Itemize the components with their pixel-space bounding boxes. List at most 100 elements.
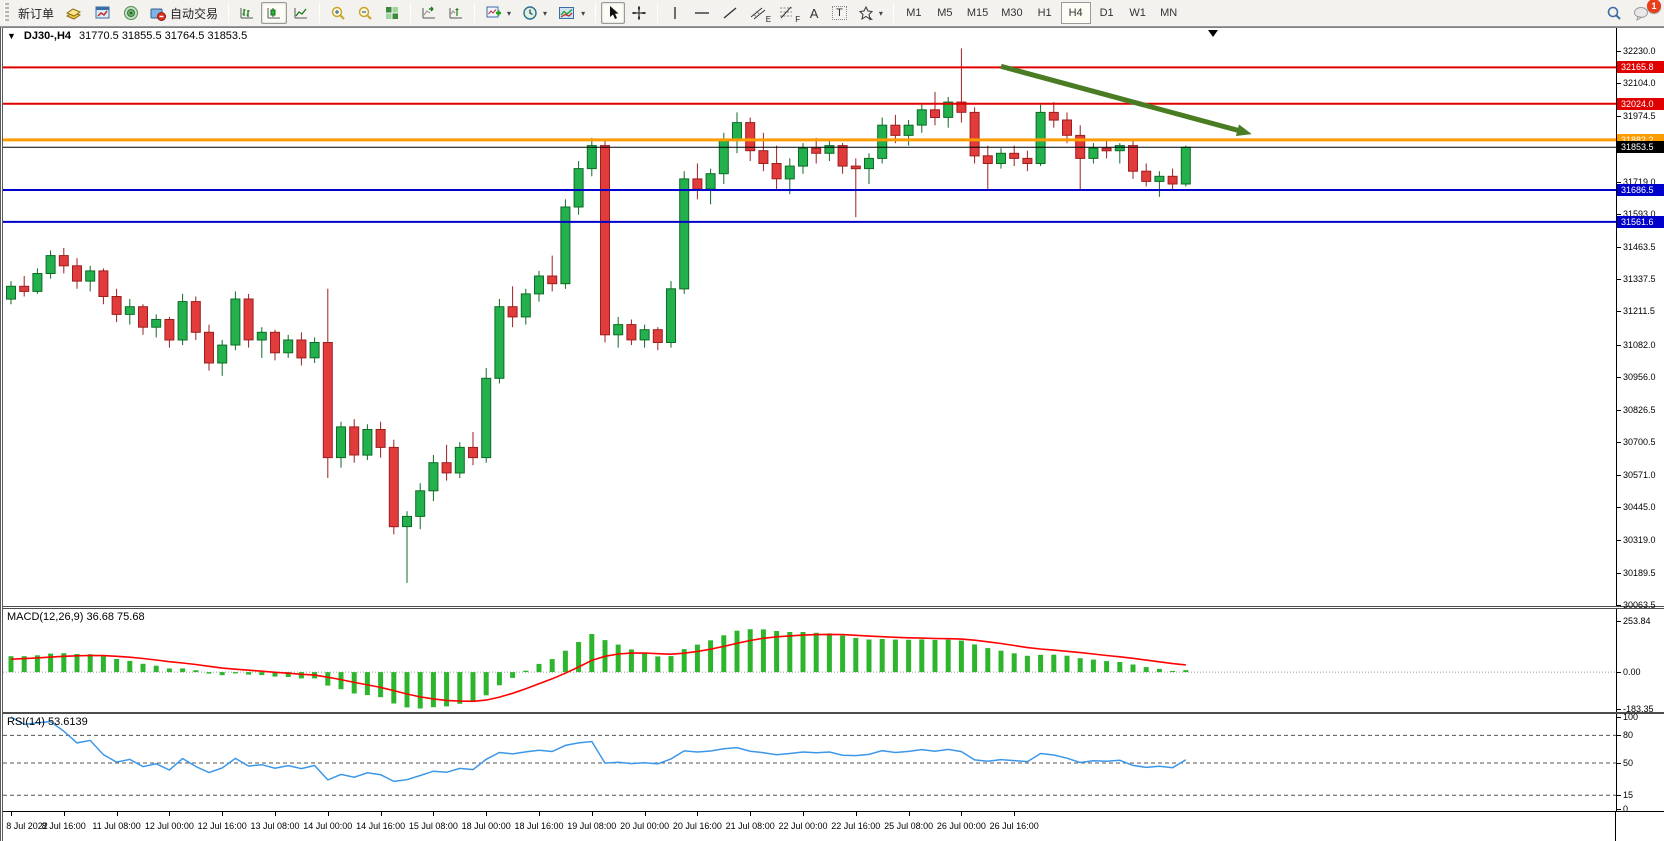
- pane-splitter[interactable]: [3, 711, 1664, 714]
- main-pane: ▼ DJ30-,H4 31770.5 31855.5 31764.5 31853…: [3, 28, 1616, 606]
- trendline-tool-button[interactable]: [717, 2, 743, 24]
- text-tool-button[interactable]: A: [802, 2, 826, 24]
- templates-button[interactable]: ▾: [553, 2, 590, 24]
- zoom-out-button[interactable]: [352, 2, 378, 24]
- toolbar-separator: [595, 3, 597, 23]
- macd-tick-label: -183.35: [1617, 703, 1654, 714]
- new-order-label: 新订单: [18, 6, 55, 21]
- time-tick: [539, 812, 540, 816]
- periods-dropdown-arrow[interactable]: ▾: [543, 8, 548, 18]
- time-tick: [63, 812, 65, 816]
- time-tick-label: 15 Jul 08:00: [408, 821, 458, 831]
- candlestick-mode-button[interactable]: [261, 2, 288, 24]
- candle: [890, 124, 901, 136]
- tab-m5[interactable]: M5: [937, 7, 953, 19]
- candle: [428, 462, 439, 492]
- horizontal-line-tool-button[interactable]: [688, 2, 716, 24]
- candle: [507, 306, 518, 318]
- tab-m15[interactable]: M15: [966, 7, 989, 19]
- candle: [296, 339, 307, 359]
- time-tick-label: 12 Jul 00:00: [144, 821, 194, 831]
- label-tool-button[interactable]: T: [827, 2, 852, 24]
- candle: [943, 101, 954, 118]
- tile-windows-button[interactable]: [379, 2, 405, 24]
- rsi-axis[interactable]: 100 80 50 15 0: [1616, 712, 1664, 814]
- channel-glyph: E: [765, 15, 772, 24]
- templates-dropdown-arrow[interactable]: ▾: [581, 8, 586, 18]
- toolbar-separator: [319, 3, 321, 23]
- line-chart-mode-button[interactable]: [288, 2, 314, 24]
- candle: [230, 298, 241, 346]
- macd-axis[interactable]: 253.84 0.00 -183.35: [1616, 608, 1664, 714]
- notifications-button[interactable]: 1: [1628, 0, 1661, 24]
- zoom-in-button[interactable]: [325, 2, 351, 24]
- candle: [1009, 152, 1020, 159]
- indicators-dropdown-arrow[interactable]: ▾: [507, 8, 512, 18]
- search-button[interactable]: [1601, 2, 1627, 24]
- price-tick-label: 30700.5: [1617, 437, 1656, 448]
- candle: [322, 342, 333, 459]
- tab-mn[interactable]: MN: [1160, 7, 1178, 19]
- candle: [441, 462, 452, 474]
- tab-h4[interactable]: H4: [1060, 2, 1091, 24]
- channel-tool-button[interactable]: E: [744, 2, 772, 24]
- chart-profiles-button[interactable]: [60, 2, 88, 24]
- candle: [270, 331, 280, 354]
- chart-shift-button[interactable]: [443, 2, 469, 24]
- navigator-button[interactable]: [118, 2, 144, 24]
- macd-signal-line: [10, 633, 1186, 702]
- time-tick-label: 26 Jul 00:00: [936, 821, 986, 831]
- price-tick-label: 30956.0: [1617, 371, 1656, 382]
- auto-trading-button[interactable]: 自动交易: [145, 2, 223, 24]
- tab-m30[interactable]: M30: [1001, 7, 1023, 19]
- candle: [534, 275, 544, 295]
- tab-h1[interactable]: H1: [1037, 7, 1052, 19]
- price-axis[interactable]: 32230.0 32104.0 31974.5 31719.0 31593.0 31463…: [1616, 28, 1664, 610]
- chart-dropdown-icon[interactable]: ▼: [7, 31, 16, 41]
- main-toolbar: 新订单 自动交易: [0, 0, 1664, 27]
- toolbar-drag-handle[interactable]: [4, 3, 9, 23]
- bar-chart-mode-button[interactable]: [234, 2, 260, 24]
- toolbar-separator: [410, 3, 412, 23]
- rsi-tick-label: 15: [1616, 790, 1634, 801]
- candle: [1167, 175, 1178, 185]
- time-tick-label: 8 Jul 16:00: [41, 821, 86, 831]
- fibonacci-tool-button[interactable]: F: [773, 2, 801, 24]
- indicators-button[interactable]: ▾: [480, 2, 516, 24]
- new-chart-button[interactable]: [89, 2, 117, 24]
- arrows-tool-button[interactable]: ▾: [853, 2, 888, 24]
- tab-d1[interactable]: D1: [1099, 7, 1114, 19]
- candle: [639, 329, 650, 341]
- candle: [6, 285, 16, 300]
- pane-splitter[interactable]: [3, 606, 1664, 609]
- tab-w1[interactable]: W1: [1129, 7, 1146, 19]
- macd-tick-label: 253.84: [1617, 615, 1651, 626]
- crosshair-tool-button[interactable]: [626, 2, 652, 24]
- candle: [520, 293, 531, 318]
- tab-m1[interactable]: M1: [906, 7, 922, 19]
- price-tick-label: 30571.0: [1617, 470, 1656, 481]
- macd-canvas[interactable]: [3, 609, 1616, 712]
- rsi-tick-label: 100: [1616, 712, 1639, 722]
- candle: [1141, 170, 1152, 182]
- candle: [1128, 145, 1138, 172]
- time-tick-label: 11 Jul 08:00: [92, 821, 141, 831]
- arrows-dropdown-arrow[interactable]: ▾: [878, 8, 883, 18]
- rsi-tick-label: 0: [1616, 804, 1629, 814]
- price-tick-label: 31082.0: [1617, 339, 1656, 350]
- cursor-tool-button[interactable]: [601, 2, 626, 24]
- time-axis-corner: [1615, 811, 1664, 841]
- price-chart-canvas[interactable]: [3, 28, 1616, 606]
- fibonacci-glyph: F: [795, 15, 801, 24]
- search-icon: [1607, 6, 1621, 20]
- rsi-canvas[interactable]: [3, 714, 1616, 811]
- time-axis[interactable]: 8 Jul 2022 8 Jul 16:00 11 Jul 08:00 12 Jul …: [3, 811, 1615, 841]
- auto-trading-label: 自动交易: [170, 6, 219, 21]
- auto-scroll-button[interactable]: [416, 2, 442, 24]
- vertical-line-tool-button[interactable]: [663, 2, 687, 24]
- periods-button[interactable]: ▾: [517, 2, 552, 24]
- indicators-icon: [486, 6, 502, 18]
- new-order-button[interactable]: 新订单: [13, 2, 59, 24]
- candle: [494, 306, 505, 379]
- candle: [85, 270, 96, 282]
